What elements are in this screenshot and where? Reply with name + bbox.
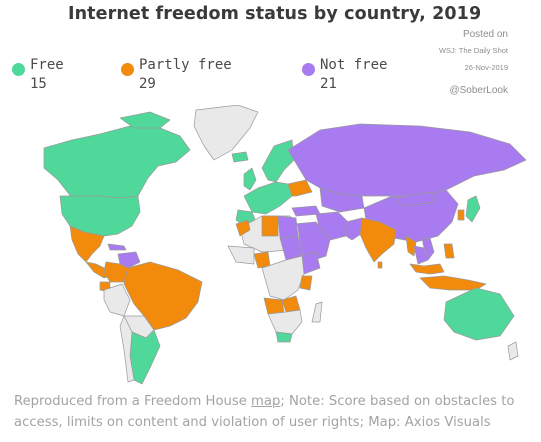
country-south-africa: [275, 331, 293, 343]
country-morocco: [235, 219, 251, 237]
country-brazil: [123, 261, 203, 331]
footnote-prefix: Reproduced from a Freedom House: [14, 394, 252, 409]
country-mongolia: [393, 191, 437, 207]
country-egypt: [277, 215, 299, 239]
country-scandinavia: [261, 139, 295, 183]
country-argentina: [129, 329, 161, 385]
country-new-zealand: [507, 341, 519, 361]
country-ukraine: [287, 179, 313, 197]
legend-label-free: Free: [30, 57, 64, 73]
credit-source: WSJ: The Daily Shot: [438, 46, 508, 55]
legend-count-partly-free: 29: [139, 76, 156, 92]
country-kenya: [299, 275, 313, 291]
country-pakistan: [345, 217, 365, 241]
country-india: [359, 217, 397, 263]
country-angola: [263, 297, 285, 315]
country-myanmar: [405, 235, 417, 257]
freedom-house-map-link[interactable]: map: [251, 394, 281, 409]
legend-dot-not-free: [302, 63, 315, 76]
country-thailand: [413, 245, 429, 265]
map-title: Internet freedom status by country, 2019: [68, 4, 482, 24]
country-canada-islands: [119, 111, 171, 129]
legend-dot-partly-free: [121, 63, 134, 76]
country-west-africa: [227, 245, 255, 265]
country-uk: [243, 167, 257, 191]
country-indonesia: [419, 275, 487, 291]
country-malaysia: [409, 263, 445, 275]
country-nigeria: [253, 251, 271, 269]
credit-date: 26-Nov-2019: [464, 63, 508, 72]
country-usa: [59, 195, 141, 237]
legend-dot-free: [12, 63, 25, 76]
footnote: Reproduced from a Freedom House map; Not…: [14, 391, 536, 433]
country-sri-lanka: [377, 261, 383, 269]
country-south-korea: [457, 209, 465, 221]
country-philippines: [443, 243, 455, 259]
footnote-suffix: ; Note: Score based on obstacles to acce…: [14, 394, 515, 430]
country-canada: [43, 125, 191, 199]
country-madagascar: [311, 301, 323, 323]
country-greenland: [193, 105, 259, 161]
country-libya: [261, 215, 279, 237]
country-cuba: [107, 243, 127, 251]
country-chile: [119, 315, 135, 383]
legend-count-not-free: 21: [320, 76, 337, 92]
country-japan: [465, 195, 481, 223]
country-australia: [443, 287, 515, 341]
country-russia: [287, 123, 527, 197]
legend-label-not-free: Not free: [320, 57, 388, 73]
credit-posted: Posted on: [462, 29, 508, 40]
legend-count-free: 15: [30, 76, 47, 92]
country-colombia: [103, 261, 129, 283]
country-southern-africa: [267, 309, 303, 335]
legend-label-partly-free: Partly free: [139, 57, 232, 73]
world-map: [43, 105, 527, 385]
credit-handle: @SoberLook: [449, 85, 508, 96]
country-venezuela: [117, 251, 141, 269]
country-iceland: [231, 151, 249, 163]
country-vietnam: [421, 237, 435, 261]
country-mexico: [69, 225, 105, 263]
